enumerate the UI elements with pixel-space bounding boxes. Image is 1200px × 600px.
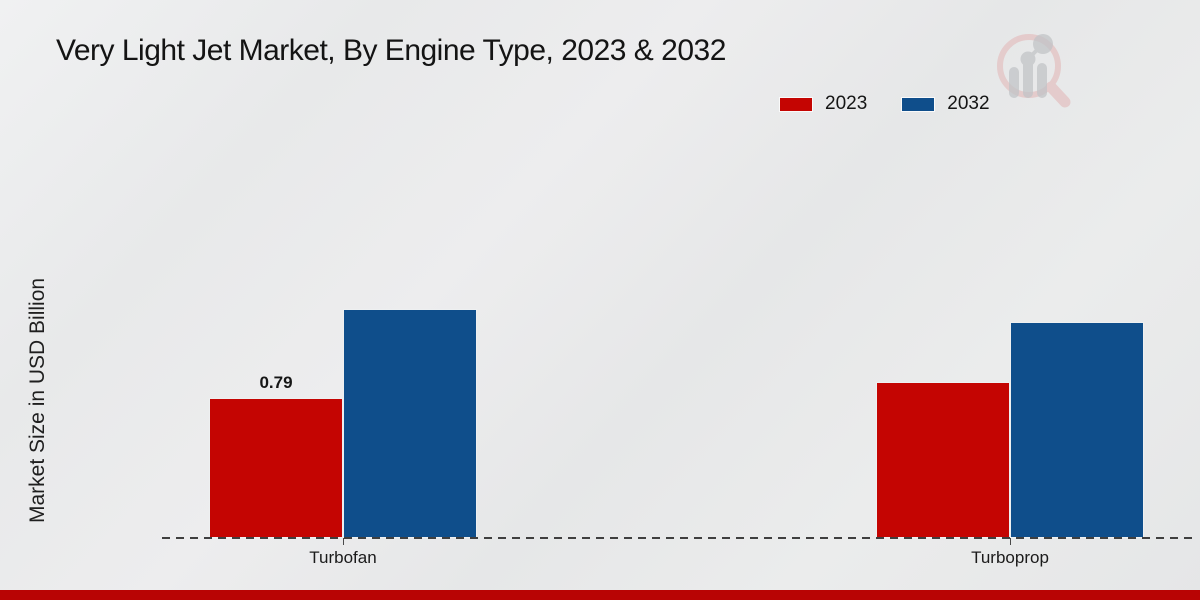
legend: 2023 2032 xyxy=(779,93,990,115)
category-label-turboprop: Turboprop xyxy=(971,548,1049,567)
bar-value-label: 0.79 xyxy=(259,373,293,392)
legend-label-2032: 2032 xyxy=(947,93,990,114)
bar-turboprop-2023 xyxy=(876,382,1010,538)
magnifier-bar-chart-logo-watermark xyxy=(997,34,1071,108)
x-axis-baseline xyxy=(162,537,1198,539)
y-axis-label: Market Size in USD Billion xyxy=(26,277,49,523)
x-axis-tick-turbofan xyxy=(343,538,344,545)
legend-item-2032: 2032 xyxy=(901,93,990,115)
legend-swatch-2032 xyxy=(901,96,936,112)
bar-turbofan-2032 xyxy=(343,309,477,538)
legend-label-2023: 2023 xyxy=(825,93,868,114)
footer-accent-bar xyxy=(0,590,1200,600)
x-axis-tick-turboprop xyxy=(1010,538,1011,545)
legend-swatch-2023 xyxy=(779,96,813,112)
bar-turbofan-2023 xyxy=(209,398,343,538)
bar-turboprop-2032 xyxy=(1010,322,1144,538)
legend-item-2023: 2023 xyxy=(779,93,867,115)
category-label-turbofan: Turbofan xyxy=(309,548,377,567)
chart-title: Very Light Jet Market, By Engine Type, 2… xyxy=(56,34,726,67)
